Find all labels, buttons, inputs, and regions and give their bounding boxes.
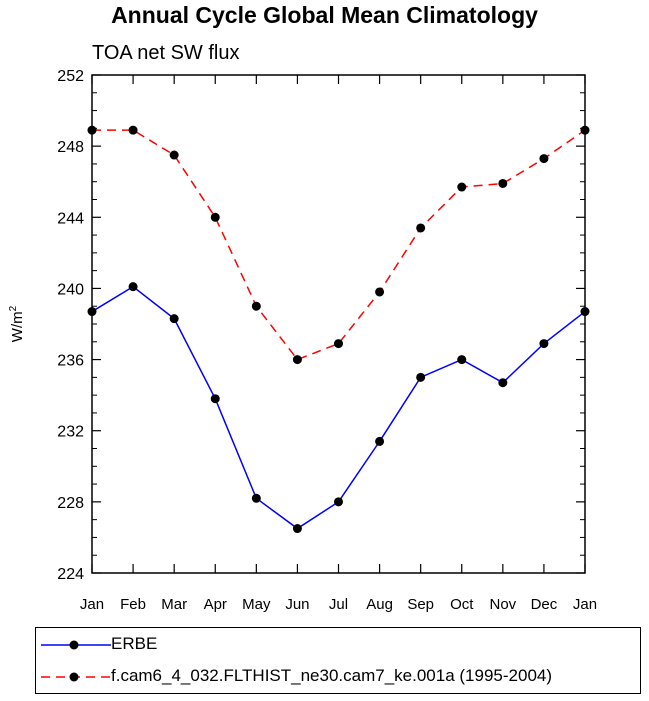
- series-1-point: [169, 150, 179, 160]
- y-axis-label-superscript: 2: [8, 305, 19, 311]
- series-0-point: [375, 436, 385, 446]
- legend-entry-erbe: ERBE: [36, 630, 640, 660]
- x-tick-label: Feb: [120, 596, 146, 613]
- y-tick-label: 224: [57, 566, 84, 583]
- series-line-0: [91, 285, 586, 530]
- legend-label-erbe: ERBE: [111, 634, 158, 653]
- chart-subtitle: TOA net SW flux: [92, 42, 240, 64]
- series-0-point: [210, 394, 220, 404]
- y-tick-label: 232: [57, 424, 84, 441]
- y-axis-label: W/m2: [8, 305, 26, 342]
- series-1-point: [210, 212, 220, 222]
- x-tick-label: Jun: [285, 596, 309, 613]
- x-tick-label: May: [242, 596, 271, 613]
- x-tick-label: Jan: [573, 596, 597, 613]
- line-chart: 224 228 232 236 240 244 248 252 Jan Feb Mar Apr May J…: [8, 68, 597, 613]
- series-line-1: [92, 129, 586, 361]
- series-1-point: [128, 125, 138, 135]
- series-0-point: [251, 493, 261, 503]
- series-0-point: [498, 378, 508, 388]
- y-axis-label-text: W/m: [9, 311, 26, 342]
- series-1-point: [375, 287, 385, 297]
- x-tick-label: Oct: [450, 596, 474, 613]
- y-tick-label: 228: [57, 495, 84, 512]
- x-tick-label: Apr: [204, 596, 227, 613]
- series-0-point: [169, 314, 179, 324]
- y-tick-label: 240: [57, 281, 84, 298]
- x-tick-label: Jul: [329, 596, 348, 613]
- series-0-point: [416, 372, 426, 382]
- series-1-point: [539, 154, 549, 164]
- series-1-point: [292, 355, 302, 365]
- legend-label-model: f.cam6_4_032.FLTHIST_ne30.cam7_ke.001a (…: [111, 666, 553, 685]
- series-0-point: [292, 524, 302, 534]
- y-tick-label: 248: [57, 139, 84, 156]
- x-tick-label: Aug: [366, 596, 393, 613]
- legend-marker-erbe: [69, 640, 79, 650]
- x-tick-label: Mar: [161, 596, 187, 613]
- plot-frame: [91, 74, 586, 574]
- series-1-point: [498, 178, 508, 188]
- y-tick-label: 236: [57, 353, 84, 370]
- chart-title: Annual Cycle Global Mean Climatology: [111, 2, 538, 28]
- x-tick-label: Jan: [80, 596, 104, 613]
- series-1-point: [334, 339, 343, 349]
- series-0-point: [457, 355, 467, 365]
- x-tick-label: Dec: [531, 596, 558, 613]
- series-0-point: [539, 339, 549, 349]
- y-tick-label: 252: [57, 68, 84, 85]
- series-1-point: [251, 301, 261, 311]
- x-tick-label: Sep: [407, 596, 434, 613]
- series-0-point: [128, 282, 138, 292]
- series-0-point: [334, 497, 343, 507]
- legend-marker-model: [69, 672, 79, 682]
- x-tick-label: Nov: [489, 596, 516, 613]
- y-tick-label: 244: [57, 210, 84, 227]
- legend-entry-model: f.cam6_4_032.FLTHIST_ne30.cam7_ke.001a (…: [36, 662, 640, 692]
- series-1-point: [457, 182, 467, 192]
- legend: ERBE f.cam6_4_032.FLTHIST_ne30.cam7_ke.0…: [35, 627, 641, 694]
- series-1-point: [416, 223, 426, 233]
